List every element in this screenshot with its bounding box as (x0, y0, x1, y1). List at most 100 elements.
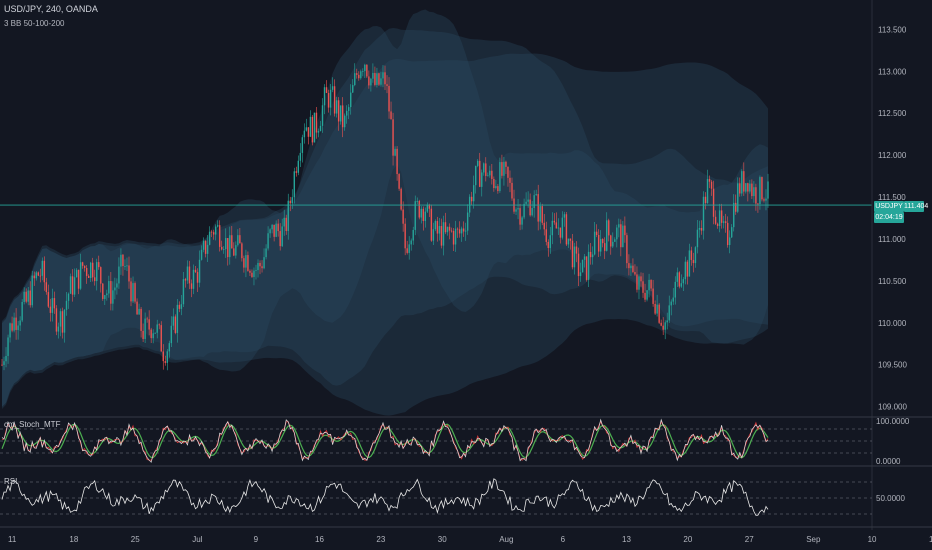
candle (733, 194, 735, 232)
time-tick-label: 30 (438, 535, 447, 544)
candle-body (489, 170, 491, 176)
candle-body (620, 224, 622, 248)
candle-body (350, 92, 352, 108)
candle (364, 63, 366, 78)
candle (583, 253, 586, 268)
candle-body (394, 148, 396, 156)
candle-body (660, 322, 662, 326)
candle (79, 253, 82, 291)
candle-body (65, 300, 68, 310)
candle-body (424, 211, 427, 221)
candle (317, 128, 320, 138)
candle-body (188, 266, 191, 284)
candle-body (198, 259, 201, 283)
candle-body (537, 194, 539, 222)
candle-body (479, 160, 481, 187)
candle-body (624, 225, 626, 236)
price-axis: 113.500 113.000 112.500 112.000 111.500 111.0… (871, 0, 907, 530)
candle (579, 262, 582, 282)
candle (747, 182, 749, 202)
candle-body (503, 161, 505, 176)
candle-body (39, 275, 41, 277)
candle (557, 218, 560, 236)
candle-body (591, 254, 594, 258)
candle-body (184, 279, 187, 281)
candle-body (263, 257, 265, 269)
price-tag-countdown: 02:04:19 (874, 212, 904, 223)
candle-body (559, 227, 562, 238)
candle (333, 79, 336, 117)
candle-body (664, 322, 666, 330)
candle-body (321, 105, 324, 126)
candle (273, 224, 275, 242)
candle (271, 224, 273, 234)
candle-body (67, 293, 70, 301)
candle (656, 294, 658, 317)
candle (581, 259, 584, 273)
candle (293, 167, 295, 204)
candle (98, 255, 100, 270)
candle (485, 157, 487, 182)
candle-body (219, 225, 221, 247)
candle (636, 266, 638, 293)
candle (616, 224, 618, 248)
candle-body (5, 355, 7, 362)
candle (569, 238, 572, 250)
candle-body (17, 325, 19, 330)
candle (702, 191, 705, 240)
candle (549, 226, 551, 254)
candle-body (692, 259, 695, 264)
candle (331, 77, 334, 93)
candle (223, 246, 225, 254)
candle-body (684, 261, 687, 280)
candle (537, 184, 539, 231)
price-tick-label: 113.500 (878, 25, 907, 34)
candle (452, 228, 455, 251)
candle-body (654, 303, 656, 314)
candle (414, 195, 416, 236)
candle (543, 213, 545, 236)
candle (267, 226, 269, 251)
candle-body (541, 206, 543, 223)
candle (505, 160, 507, 175)
candle (247, 251, 249, 272)
candle-body (491, 170, 493, 179)
candle (162, 344, 164, 370)
candle (531, 201, 533, 217)
candle (648, 273, 650, 298)
candle (5, 347, 7, 368)
candle (140, 307, 142, 338)
candle (521, 215, 523, 230)
candle (767, 173, 769, 208)
candle-body (100, 267, 102, 284)
candle-body (612, 241, 614, 247)
candle-body (472, 185, 475, 202)
candle (418, 199, 420, 220)
candle (470, 191, 473, 206)
candle-body (305, 127, 308, 131)
candle (325, 80, 328, 94)
candle (724, 213, 727, 233)
candle-body (434, 221, 437, 230)
candle (712, 180, 715, 225)
candle (428, 203, 431, 218)
candle (714, 210, 717, 225)
candle (575, 241, 578, 263)
candle-body (543, 222, 545, 230)
candle-body (374, 72, 376, 85)
candle (454, 220, 457, 252)
candle-body (13, 317, 15, 331)
candle (321, 98, 324, 133)
candle (154, 332, 156, 334)
candle (221, 240, 223, 251)
candle-body (156, 324, 158, 333)
candle-body (495, 186, 497, 189)
candle (253, 267, 255, 286)
candle (751, 179, 753, 200)
candle (497, 183, 499, 194)
candle-body (604, 243, 606, 251)
candle (180, 294, 183, 316)
candle (303, 123, 306, 144)
candle (493, 176, 495, 192)
